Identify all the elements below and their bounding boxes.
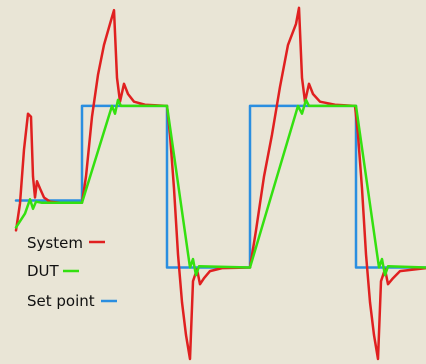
legend-label-dut: DUT: [27, 262, 60, 280]
series-line-dut: [14, 98, 426, 277]
legend-item-dut: DUT: [27, 262, 79, 280]
legend-item-set-point: Set point: [27, 292, 117, 310]
series-layer: [14, 6, 426, 361]
legend-item-system: System: [27, 234, 105, 252]
legend: System DUT Set point: [27, 234, 117, 310]
legend-label-set-point: Set point: [27, 292, 95, 310]
legend-label-system: System: [27, 234, 83, 252]
